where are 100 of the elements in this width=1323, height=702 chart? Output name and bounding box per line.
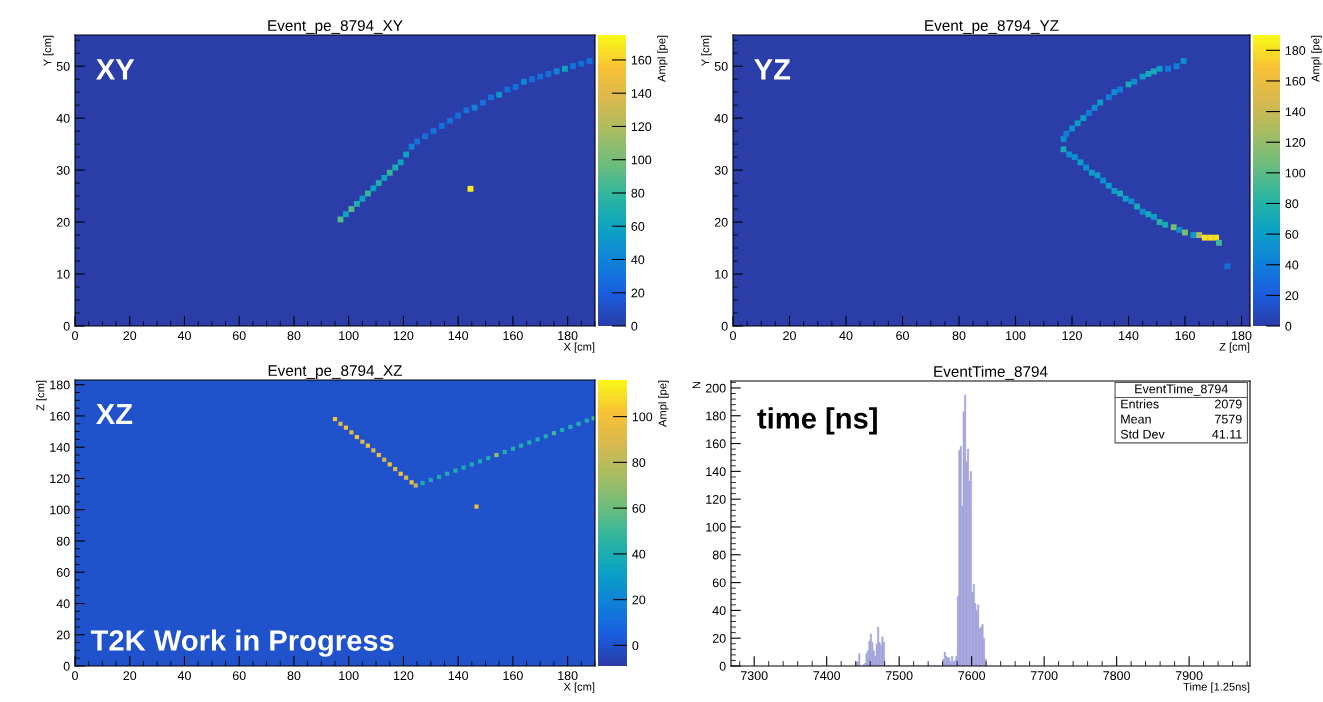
x-tick-label: 0 [72,671,78,681]
color-bar-label: 140 [631,89,652,98]
color-bar-label: 140 [1285,107,1306,117]
annotation: Entries [1121,399,1159,409]
x-tick-label: 40 [177,331,191,341]
y-tick-label: 100 [50,505,70,515]
x-axis-title: Z [cm] [1219,342,1250,353]
x-tick-label: 180 [558,671,578,681]
annotation: T2K Work in Progress [90,629,394,657]
x-tick-label: 40 [839,331,853,341]
annotation: Std Dev [1120,429,1165,439]
x-tick-label: 20 [783,331,796,341]
y-tick-label: 10 [57,269,70,279]
color-bar-label: 160 [631,55,652,65]
chart-title: Event_pe_8794_XZ [268,365,403,379]
color-bar-label: 120 [1285,138,1306,147]
x-tick-label: 180 [558,331,578,341]
y-tick-label: 40 [714,113,728,123]
y-tick-label: 80 [712,550,726,560]
y-tick-label: 20 [56,630,70,640]
x-tick-label: 100 [339,671,359,681]
x-tick-label: 60 [232,331,246,341]
annotation: 2079 [1215,399,1242,409]
x-tick-label: 60 [896,331,909,341]
x-tick-label: 80 [287,331,301,341]
x-tick-label: 140 [448,331,469,341]
y-tick-label: 20 [712,634,726,643]
x-tick-label: 0 [72,331,78,341]
color-bar-label: 60 [1285,229,1299,239]
color-bar-label: 60 [631,222,645,231]
x-tick-label: 100 [1006,331,1026,341]
x-tick-label: 7700 [1030,671,1058,681]
color-bar-label: 80 [632,458,646,468]
y-tick-label: 0 [719,661,726,671]
x-tick-label: 7500 [885,671,913,681]
y-tick-label: 40 [712,606,726,616]
x-tick-label: 120 [393,331,414,341]
x-tick-label: 120 [393,671,414,681]
y-tick-label: 140 [50,443,70,452]
x-tick-label: 100 [339,331,359,341]
x-tick-label: 180 [1232,331,1252,341]
y-axis-title: Z [cm] [36,380,47,411]
y-tick-label: 120 [706,494,726,504]
color-bar-label: 100 [631,155,652,165]
color-bar-title: Ampl [pe] [658,380,669,427]
color-bar-label: 20 [631,288,645,298]
x-tick-label: 0 [730,331,736,341]
x-axis-title: Time [1.25ns] [1183,682,1250,693]
color-bar-label: 0 [1285,321,1292,331]
color-bar-label: 40 [631,255,645,265]
x-tick-label: 140 [1119,331,1139,341]
annotation: 7579 [1215,414,1242,424]
x-tick-label: 80 [952,331,966,341]
chart-title: Event_pe_8794_XY [268,20,403,34]
y-tick-label: 180 [706,411,726,421]
color-bar-label: 120 [631,122,652,132]
color-bar-label: 100 [632,412,653,422]
x-tick-label: 7900 [1175,671,1203,681]
y-tick-label: 100 [706,522,726,532]
annotation: YZ [754,59,791,80]
color-bar-title: Ampl [pe] [1311,35,1322,82]
color-bar-label: 0 [631,321,638,331]
color-bar-label: 80 [1285,199,1299,209]
chart-title: Event_pe_8794_YZ [925,20,1059,34]
x-tick-label: 140 [448,671,469,681]
x-tick-label: 7300 [740,671,768,681]
y-tick-label: 30 [714,165,728,175]
annotation: XY [96,59,135,80]
y-tick-label: 160 [50,411,70,421]
x-tick-label: 7800 [1103,671,1131,681]
y-tick-label: 0 [721,321,728,331]
y-tick-label: 40 [56,599,70,609]
color-bar-label: 60 [632,503,646,513]
y-tick-label: 50 [714,61,728,71]
x-tick-label: 20 [123,671,137,681]
y-axis-title: N [692,381,701,389]
x-tick-label: 160 [1175,331,1195,341]
y-tick-label: 0 [63,661,70,671]
x-tick-label: 60 [232,671,246,681]
color-bar-label: 80 [631,188,645,198]
y-tick-label: 50 [56,61,70,71]
y-tick-label: 30 [56,165,70,175]
x-axis-title: X [cm] [563,682,595,693]
y-tick-label: 80 [56,536,70,546]
color-bar-title: Ampl [pe] [657,35,668,82]
color-bar-label: 100 [1285,168,1306,178]
y-tick-label: 60 [712,578,726,588]
x-tick-label: 160 [503,331,523,341]
annotation: Mean [1121,414,1151,424]
x-tick-label: 40 [177,671,191,681]
annotation: XZ [96,403,133,425]
color-bar-label: 0 [632,641,639,651]
y-tick-label: 20 [714,217,728,227]
y-tick-label: 200 [705,383,726,393]
y-tick-label: 180 [50,380,70,390]
y-tick-label: 160 [706,439,726,449]
annotation: time [ns] [757,407,877,435]
color-bar-label: 20 [632,595,646,605]
x-tick-label: 7600 [958,671,986,681]
y-tick-label: 10 [715,269,728,279]
